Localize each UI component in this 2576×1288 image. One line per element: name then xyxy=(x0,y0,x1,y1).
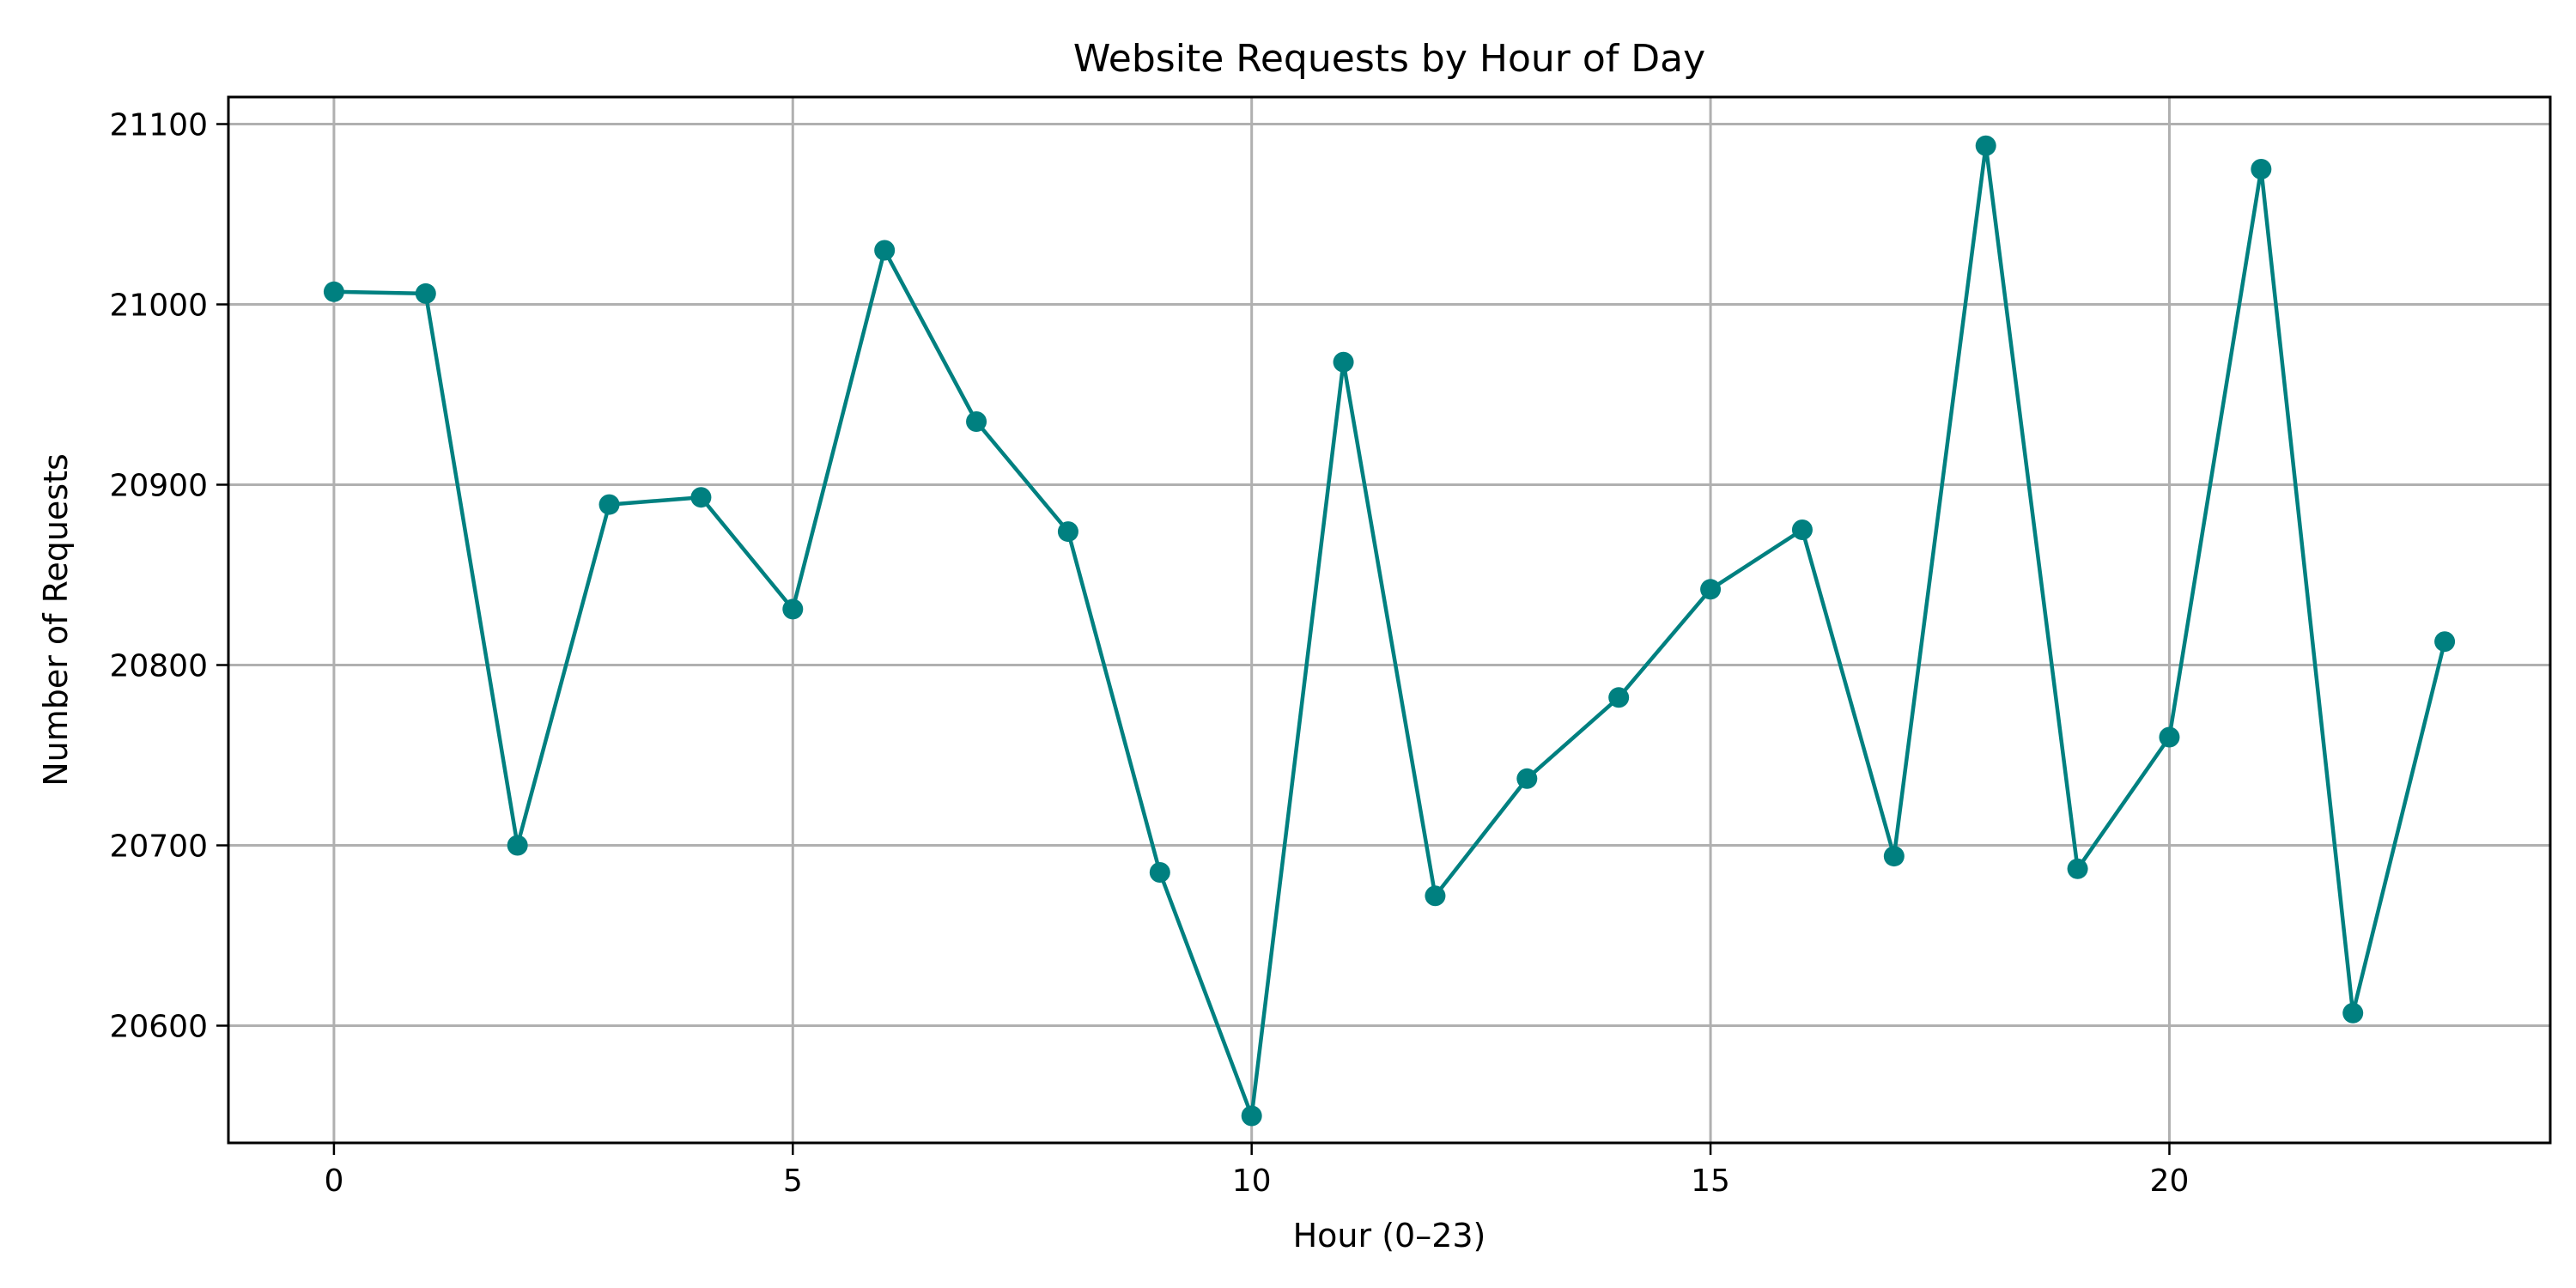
data-point xyxy=(507,835,528,856)
data-point xyxy=(1608,687,1630,708)
chart-title: Website Requests by Hour of Day xyxy=(1073,37,1705,81)
series-line xyxy=(333,143,2447,1118)
data-point xyxy=(1241,1105,1262,1127)
data-point xyxy=(1700,579,1722,600)
data-point xyxy=(1791,519,1813,540)
data-point xyxy=(1425,885,1446,907)
x-tick-label: 5 xyxy=(783,1163,803,1199)
data-point xyxy=(1333,351,1354,373)
x-axis-label: Hour (0–23) xyxy=(1293,1217,1486,1255)
x-tick-label: 20 xyxy=(2150,1163,2190,1199)
data-point xyxy=(1149,862,1170,883)
y-tick-label: 21100 xyxy=(109,108,208,143)
data-point xyxy=(2251,159,2272,179)
data-point xyxy=(598,494,620,515)
data-point xyxy=(2067,858,2088,879)
series xyxy=(323,135,2456,1127)
y-tick-label: 20900 xyxy=(109,469,208,504)
data-point xyxy=(690,487,712,508)
grid xyxy=(228,97,2550,1143)
data-point xyxy=(2159,726,2180,748)
y-tick-label: 20600 xyxy=(109,1010,208,1045)
x-tick-label: 15 xyxy=(1691,1163,1730,1199)
plot-frame xyxy=(227,95,2552,1145)
x-tick-label: 10 xyxy=(1232,1163,1272,1199)
data-point xyxy=(1975,135,1996,156)
y-tick-label: 20700 xyxy=(109,829,208,865)
y-tick-label: 21000 xyxy=(109,289,208,324)
data-point xyxy=(874,240,896,261)
data-point xyxy=(415,283,436,304)
data-point xyxy=(966,411,987,432)
data-point xyxy=(1057,521,1078,543)
data-point xyxy=(1883,846,1905,867)
data-point xyxy=(782,598,804,620)
data-point xyxy=(1516,768,1538,789)
data-point xyxy=(2342,1002,2364,1024)
y-axis-label: Number of Requests xyxy=(37,453,75,787)
data-point xyxy=(323,281,344,302)
x-tick-label: 0 xyxy=(324,1163,343,1199)
y-tick-label: 20800 xyxy=(109,649,208,684)
data-point xyxy=(2434,631,2456,653)
axis-ticks: 0 5 10 15 20 20600 20700 20800 20900 21000 21100 xyxy=(109,108,2189,1200)
